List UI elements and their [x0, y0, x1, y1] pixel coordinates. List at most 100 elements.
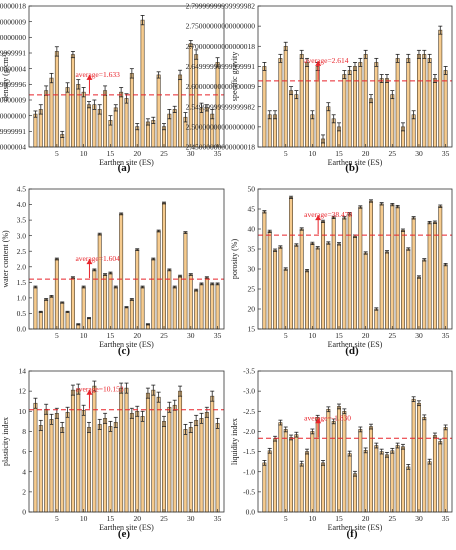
- average-label: average=10.153: [75, 385, 123, 394]
- x-axis-label: Earthen site (ES): [99, 158, 154, 167]
- bar: [178, 74, 183, 148]
- bar: [321, 221, 325, 330]
- error-bar: [124, 306, 129, 309]
- bar: [151, 389, 156, 513]
- error-bar: [363, 447, 368, 454]
- bar: [87, 104, 91, 148]
- error-bar: [384, 250, 389, 254]
- average-label: average=1.633: [75, 70, 120, 79]
- bar: [38, 425, 43, 513]
- bar: [353, 66, 357, 148]
- error-bar: [188, 421, 193, 433]
- error-bar: [145, 387, 150, 399]
- bar: [390, 450, 395, 513]
- bar: [76, 388, 81, 513]
- average-label: average=1.604: [75, 254, 120, 263]
- bar: [81, 91, 86, 148]
- bar: [145, 392, 150, 513]
- x-tick-label: 10: [80, 149, 88, 158]
- error-bar: [400, 228, 405, 232]
- bar: [188, 427, 193, 513]
- error-bar: [215, 57, 220, 68]
- y-axis-label: specific gravity: [230, 52, 239, 102]
- error-bar: [395, 442, 400, 449]
- bar: [289, 197, 293, 330]
- bar: [44, 408, 49, 513]
- error-bar: [156, 391, 161, 403]
- error-bar: [310, 241, 315, 246]
- bar: [432, 435, 437, 513]
- error-bar: [140, 285, 145, 289]
- bar: [97, 424, 102, 513]
- bar: [140, 19, 145, 148]
- bar: [443, 264, 448, 330]
- x-tick-label: 5: [55, 331, 59, 340]
- x-tick-label: 10: [309, 331, 317, 340]
- y-tick-label: 1.69999999999999996: [0, 80, 26, 89]
- panel-caption: (f): [347, 528, 358, 540]
- bar: [432, 78, 437, 148]
- error-bar: [400, 122, 405, 132]
- error-bar: [151, 384, 156, 396]
- error-bar: [294, 431, 299, 438]
- error-bar: [283, 426, 288, 433]
- error-bar: [108, 271, 113, 275]
- error-bar: [337, 403, 342, 410]
- error-bar: [162, 123, 166, 131]
- error-bar: [49, 294, 54, 298]
- bar: [215, 423, 220, 513]
- bar: [379, 78, 384, 148]
- bar: [278, 58, 283, 148]
- error-bar: [262, 62, 267, 71]
- error-bar: [92, 99, 97, 110]
- error-bar: [262, 210, 267, 214]
- bar: [374, 445, 379, 513]
- error-bar: [54, 46, 59, 57]
- error-bar: [199, 412, 204, 424]
- bar: [81, 409, 86, 513]
- error-bar: [390, 447, 395, 454]
- error-bar: [210, 109, 215, 120]
- bar: [124, 306, 129, 330]
- error-bar: [416, 400, 421, 407]
- average-arrowhead: [86, 389, 93, 395]
- bar: [60, 302, 65, 330]
- y-tick-label: -1.0: [243, 467, 255, 476]
- bar: [427, 222, 432, 330]
- bar: [347, 453, 352, 513]
- bar: [199, 283, 204, 330]
- error-bar: [400, 443, 405, 450]
- error-bar: [326, 406, 331, 413]
- error-bar: [194, 49, 199, 60]
- error-bar: [156, 229, 161, 233]
- error-bar: [379, 202, 384, 206]
- error-bar: [443, 262, 448, 267]
- error-bar: [60, 130, 65, 139]
- error-bar: [368, 423, 373, 430]
- bar: [427, 461, 432, 513]
- y-tick-label: 8: [22, 427, 26, 436]
- y-tick-label: 2.50000000000000000: [186, 122, 256, 131]
- bar: [172, 286, 177, 330]
- bar: [326, 106, 331, 148]
- bar: [390, 204, 395, 330]
- bar: [167, 406, 172, 513]
- bar: [289, 437, 293, 513]
- error-bar: [38, 104, 43, 115]
- error-bar: [129, 407, 134, 419]
- error-bar: [60, 301, 65, 304]
- bar: [262, 66, 267, 148]
- average-arrowhead: [315, 60, 322, 66]
- x-tick-label: 25: [389, 331, 397, 340]
- error-bar: [438, 438, 443, 445]
- error-bar: [315, 246, 320, 250]
- panel-caption: (e): [118, 528, 131, 540]
- y-tick-label: 30: [248, 265, 256, 274]
- bar: [145, 121, 150, 148]
- error-bar: [337, 242, 342, 246]
- bar: [38, 311, 43, 330]
- bar: [76, 84, 81, 148]
- error-bar: [172, 285, 177, 289]
- bar: [49, 419, 54, 513]
